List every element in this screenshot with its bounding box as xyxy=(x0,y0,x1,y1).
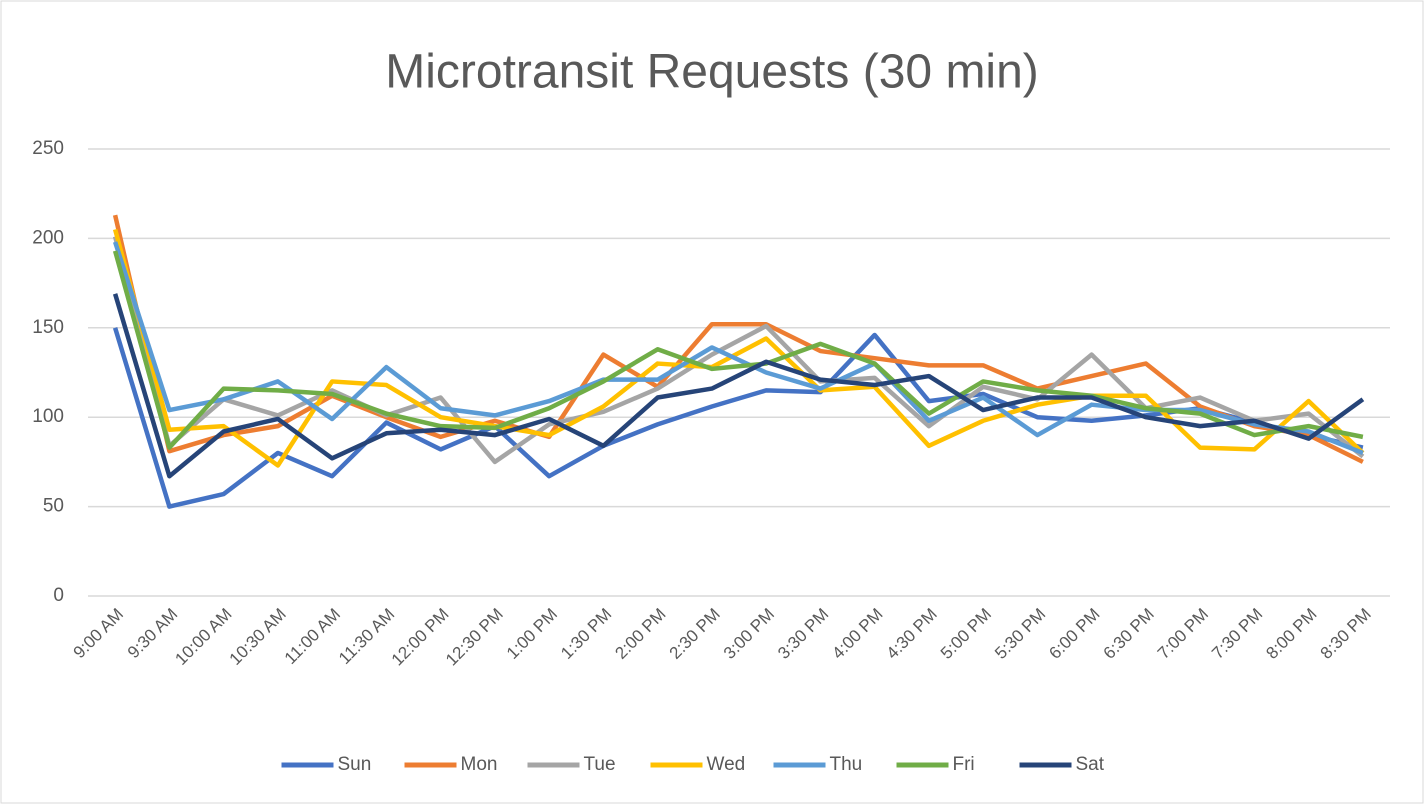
y-tick-label: 50 xyxy=(43,496,64,517)
y-tick-label: 250 xyxy=(32,138,64,159)
legend-label: Sun xyxy=(338,754,372,775)
y-tick-label: 100 xyxy=(32,406,64,427)
legend-label: Sat xyxy=(1076,754,1105,775)
y-tick-label: 0 xyxy=(53,585,64,606)
series-line xyxy=(112,250,1364,450)
y-tick-label: 150 xyxy=(32,317,64,338)
legend-label: Thu xyxy=(830,754,863,775)
y-tick-label: 200 xyxy=(32,227,64,248)
legend-label: Mon xyxy=(461,754,498,775)
chart-title: Microtransit Requests (30 min) xyxy=(385,46,1039,99)
legend-label: Tue xyxy=(584,754,616,775)
legend-label: Wed xyxy=(707,754,746,775)
series-line xyxy=(112,293,1365,479)
legend-label: Fri xyxy=(953,754,975,775)
series-line xyxy=(112,214,1364,464)
series-line xyxy=(112,327,1364,509)
